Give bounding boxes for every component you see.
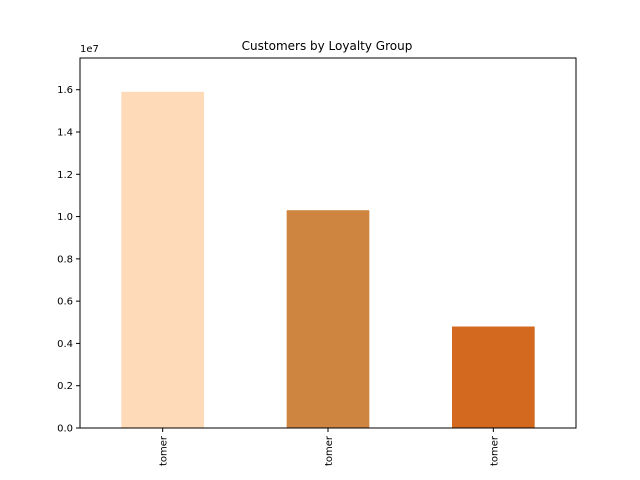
y-tick-label: 0.2 [57, 381, 73, 392]
y-axis-offset-label: 1e7 [80, 44, 99, 55]
y-tick-label: 0.6 [57, 297, 73, 308]
bars-group [121, 91, 535, 428]
y-tick-label: 1.4 [57, 128, 73, 139]
y-tick-label: 1.6 [57, 85, 73, 96]
y-tick-label: 1.0 [57, 212, 73, 223]
x-axis: tomer tomer tomer [159, 428, 500, 466]
plot-frame [79, 57, 577, 429]
y-axis: 0.0 0.2 0.4 0.6 0.8 1.0 1.2 1.4 1.6 [57, 85, 80, 435]
x-tick-label: tomer [489, 435, 500, 466]
x-tick-label: tomer [159, 435, 170, 466]
chart-title: Customers by Loyalty Group [242, 39, 413, 53]
y-tick-label: 1.2 [57, 170, 73, 181]
y-tick-label: 0.8 [57, 254, 73, 265]
bar-1 [121, 91, 204, 428]
x-tick-label: tomer [324, 435, 335, 466]
bar-3 [452, 326, 535, 428]
bar-2 [286, 210, 370, 428]
y-tick-label: 0.4 [57, 339, 73, 350]
y-tick-label: 0.0 [57, 424, 73, 435]
